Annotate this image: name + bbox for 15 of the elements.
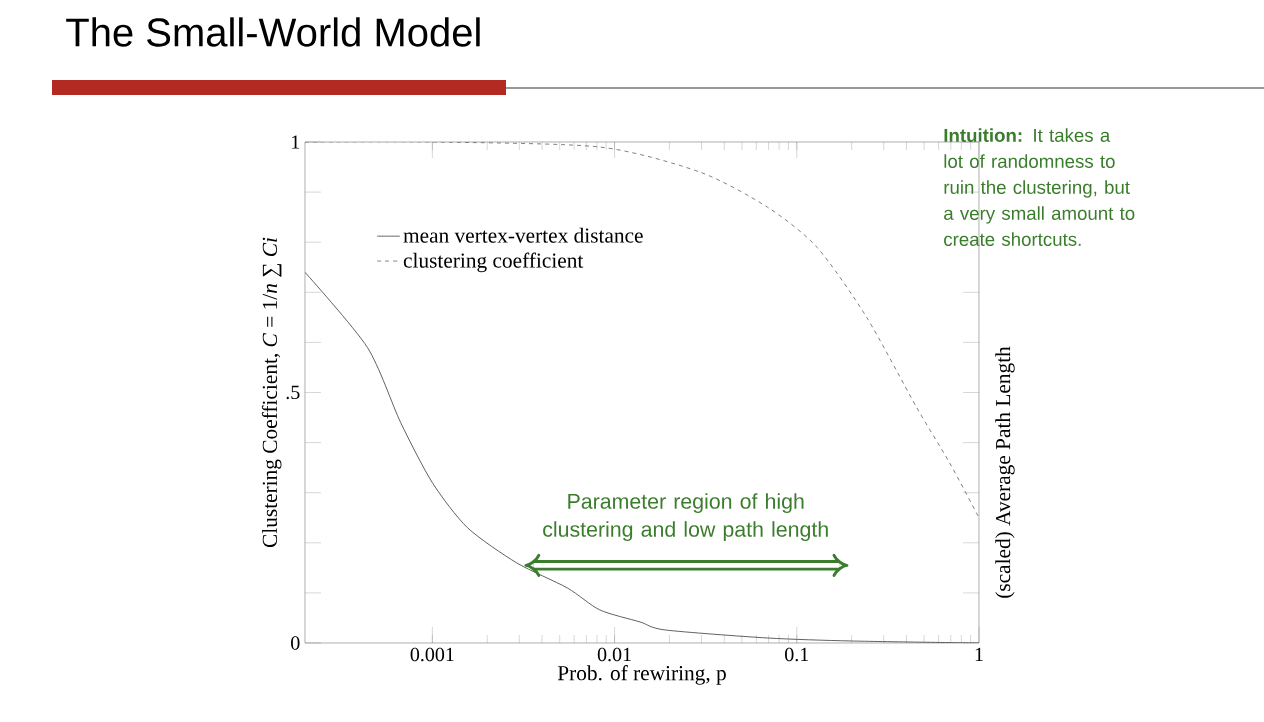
y2-axis-title: (scaled) Average Path Length bbox=[995, 346, 1015, 598]
x-tick-label: 0.1 bbox=[785, 647, 809, 662]
annotation: Parameter region of high clustering and low path length bbox=[543, 493, 828, 542]
x-tick-label: 0.01 bbox=[597, 647, 631, 662]
annotation: Intuition: It takes a lot of randomness to ruin the clustering, but a very small amount to create shortcuts. bbox=[944, 128, 1135, 246]
y-tick-label: 0 bbox=[291, 636, 300, 650]
y-tick-label: 1 bbox=[292, 135, 300, 149]
x-tick-label: 1 bbox=[975, 647, 983, 661]
legend-label: mean vertex-vertex distance bbox=[403, 227, 643, 243]
y-tick-label: .5 bbox=[286, 385, 300, 400]
legend-label: clustering coefficient bbox=[403, 252, 584, 273]
x-axis-title: Prob. of rewiring, p bbox=[557, 665, 726, 685]
x-tick-label: 0.001 bbox=[410, 647, 454, 662]
y-axis-title: Clustering Coefficient, C = 1/n ∑ Ci bbox=[261, 237, 282, 548]
chart-title: The Small-World Model bbox=[66, 17, 480, 47]
